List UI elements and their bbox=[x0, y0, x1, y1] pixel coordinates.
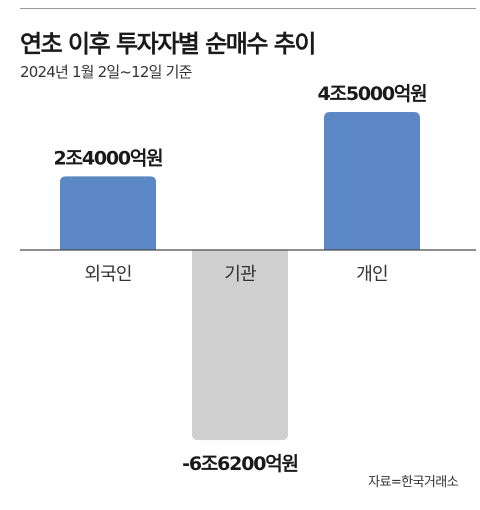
bar-2 bbox=[324, 112, 420, 250]
bar-1 bbox=[192, 250, 288, 441]
top-rule bbox=[20, 8, 476, 9]
category-label-2: 개인 bbox=[356, 264, 388, 285]
value-label-0: 2조4000억원 bbox=[54, 147, 163, 169]
category-label-1: 기관 bbox=[224, 264, 256, 285]
source-note: 자료=한국거래소 bbox=[368, 475, 458, 490]
value-label-1: -6조6200억원 bbox=[182, 453, 298, 475]
chart-title: 연초 이후 투자자별 순매수 추이 bbox=[20, 30, 316, 58]
category-label-0: 외국인 bbox=[84, 264, 131, 285]
chart-subtitle: 2024년 1월 2일~12일 기준 bbox=[20, 63, 192, 81]
value-label-2: 4조5000억원 bbox=[318, 83, 427, 105]
bar-0 bbox=[60, 176, 156, 250]
